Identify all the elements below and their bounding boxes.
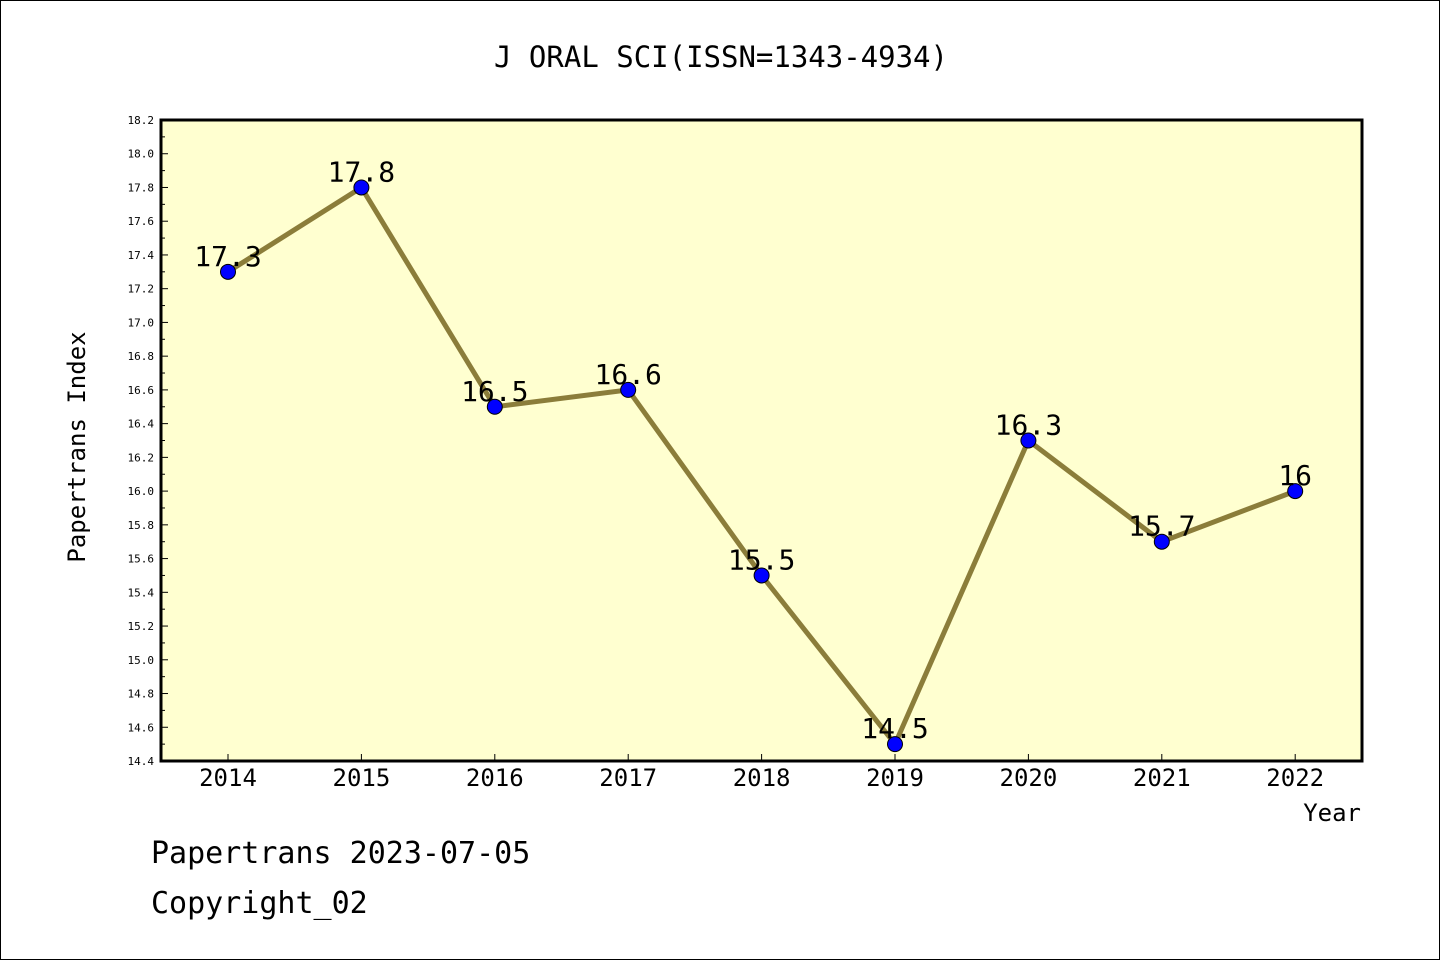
data-label: 15.7 xyxy=(1128,510,1195,543)
y-tick-label: 16.4 xyxy=(128,418,155,431)
y-tick-label: 17.2 xyxy=(128,283,155,296)
data-point xyxy=(486,398,503,415)
data-label: 17.3 xyxy=(194,240,261,273)
y-tick-label: 17.0 xyxy=(128,316,155,329)
y-tick-label: 15.2 xyxy=(128,620,155,633)
x-tick-label: 2021 xyxy=(1133,764,1191,792)
x-tick-label: 2022 xyxy=(1266,764,1324,792)
data-label: 14.5 xyxy=(861,712,928,745)
data-label: 16 xyxy=(1278,459,1312,492)
data-point xyxy=(620,381,637,398)
chart-title: J ORAL SCI(ISSN=1343-4934) xyxy=(494,40,948,74)
y-tick-label: 17.6 xyxy=(128,215,155,228)
data-label: 16.6 xyxy=(594,358,661,391)
data-point xyxy=(353,179,370,196)
plot-border xyxy=(159,118,1364,763)
y-tick-label: 16.6 xyxy=(128,384,155,397)
data-point xyxy=(1153,533,1170,550)
y-tick-label: 15.4 xyxy=(128,586,155,599)
data-label: 15.5 xyxy=(728,543,795,576)
footer-copyright-line: Copyright_02 xyxy=(151,886,368,921)
y-tick-label: 15.8 xyxy=(128,519,155,532)
y-tick-label: 14.8 xyxy=(128,688,155,701)
y-tick-label: 15.0 xyxy=(128,654,155,667)
y-tick-label: 18.0 xyxy=(128,148,155,161)
y-tick-label: 17.8 xyxy=(128,181,155,194)
data-series xyxy=(220,179,1304,753)
y-axis-label: Papertrans Index xyxy=(63,331,91,562)
data-label: 16.5 xyxy=(461,375,528,408)
y-tick-label: 15.6 xyxy=(128,553,155,566)
data-label: 17.8 xyxy=(328,155,395,188)
y-tick-label: 17.4 xyxy=(128,249,155,262)
x-axis-label: Year xyxy=(1303,799,1361,827)
data-label: 16.3 xyxy=(995,409,1062,442)
data-labels: 17.3 17.8 16.5 16.6 15.5 14.5 16.3 15.7 16 xyxy=(194,155,1312,745)
data-point xyxy=(753,567,770,584)
x-tick-label: 2016 xyxy=(466,764,524,792)
footer-date-line: Papertrans 2023-07-05 xyxy=(151,836,531,871)
y-tick-label: 16.0 xyxy=(128,485,155,498)
y-tick-label: 16.2 xyxy=(128,451,155,464)
x-tick-label: 2018 xyxy=(733,764,791,792)
data-point xyxy=(1020,432,1037,449)
x-axis: 2014 2015 2016 2017 2018 2019 2020 2021 2022 xyxy=(199,754,1324,792)
y-tick-label: 16.8 xyxy=(128,350,155,363)
x-tick-label: 2019 xyxy=(866,764,924,792)
y-tick-label: 18.2 xyxy=(128,114,155,127)
data-point xyxy=(887,736,903,753)
y-tick-label: 14.4 xyxy=(128,755,155,768)
x-tick-label: 2017 xyxy=(599,764,657,792)
y-tick-label: 14.6 xyxy=(128,721,155,734)
data-point xyxy=(1287,483,1304,500)
x-tick-label: 2015 xyxy=(333,764,391,792)
y-axis: 14.4 14.6 14.8 15.0 15.2 15.4 15.6 15.8 16.0 16.2… xyxy=(128,114,168,768)
plot-area xyxy=(161,120,1362,761)
x-tick-label: 2020 xyxy=(1000,764,1058,792)
data-point xyxy=(220,263,236,280)
x-tick-label: 2014 xyxy=(199,764,257,792)
